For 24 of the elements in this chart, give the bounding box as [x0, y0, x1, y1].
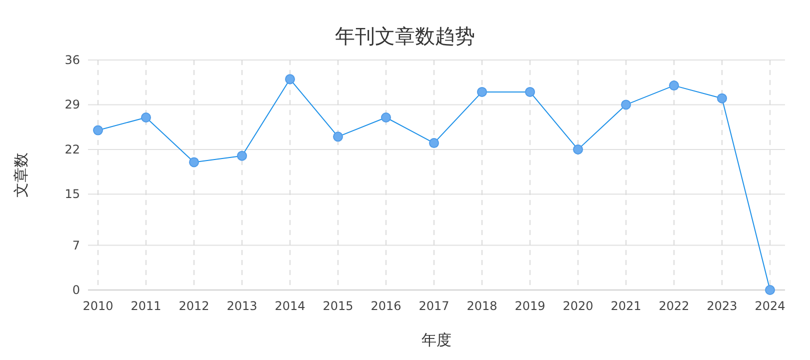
x-tick-label: 2018 — [466, 299, 498, 313]
x-tick-label: 2014 — [274, 299, 306, 313]
chart-title: 年刊文章数趋势 — [335, 24, 475, 48]
x-tick-label: 2013 — [226, 299, 258, 313]
x-tick-label: 2024 — [754, 299, 786, 313]
x-axis-title: 年度 — [422, 331, 452, 349]
x-tick-label: 2015 — [322, 299, 354, 313]
x-tick-label: 2017 — [418, 299, 450, 313]
x-tick-label: 2023 — [706, 299, 738, 313]
y-tick-label: 0 — [72, 283, 80, 297]
x-tick-label: 2010 — [82, 299, 114, 313]
y-tick-label: 7 — [72, 238, 80, 252]
y-tick-label: 36 — [64, 53, 80, 67]
x-tick-label: 2022 — [658, 299, 690, 313]
y-tick-label: 22 — [64, 142, 80, 156]
y-tick-label: 29 — [64, 98, 80, 112]
y-axis-title: 文章数 — [12, 152, 30, 198]
x-tick-label: 2020 — [562, 299, 594, 313]
x-tick-label: 2019 — [514, 299, 546, 313]
y-tick-label: 15 — [64, 187, 80, 202]
x-tick-label: 2012 — [178, 299, 210, 313]
x-tick-label: 2016 — [370, 299, 402, 313]
x-tick-label: 2011 — [130, 299, 162, 313]
x-tick-label: 2021 — [610, 299, 642, 313]
